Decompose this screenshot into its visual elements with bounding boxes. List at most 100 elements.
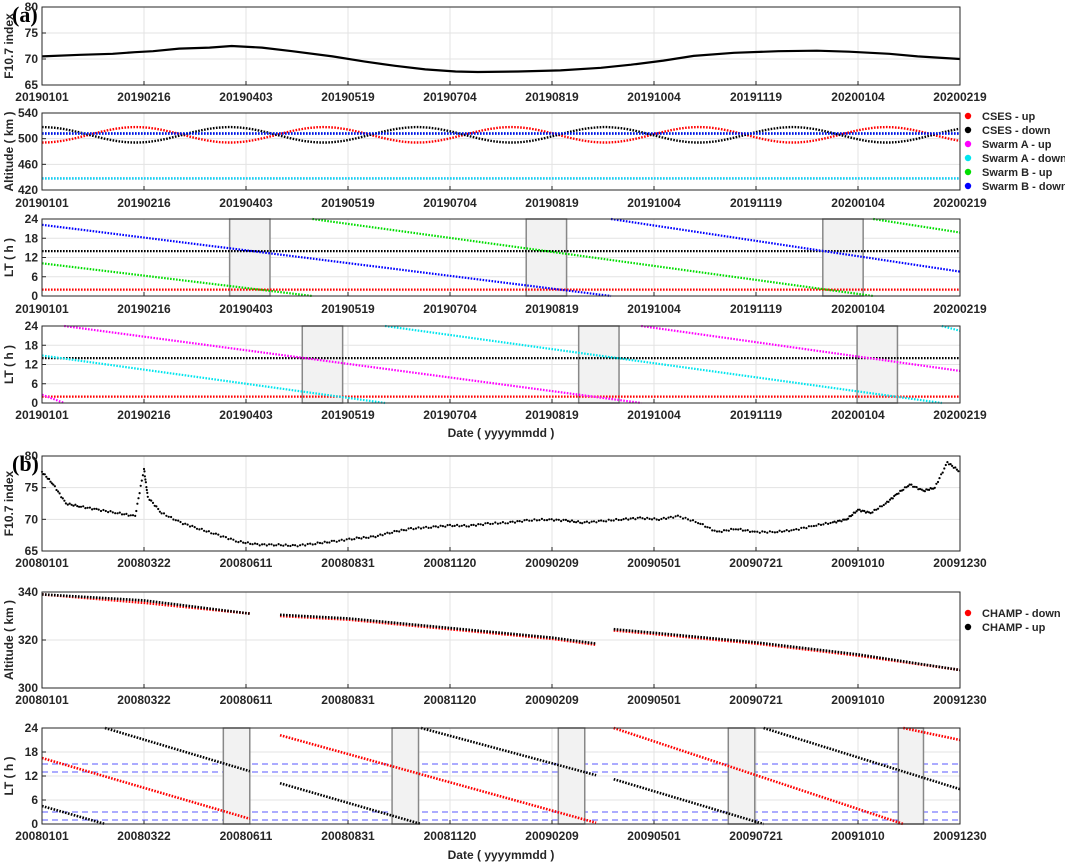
data-point: [612, 519, 615, 522]
x-tick-label: 20080322: [117, 693, 171, 707]
data-point: [95, 507, 98, 510]
data-point: [261, 543, 264, 546]
data-point: [343, 539, 346, 542]
x-tick-label: 20190216: [117, 196, 171, 210]
data-point: [145, 488, 148, 492]
data-point: [577, 520, 580, 523]
y-axis-label: Altitude ( km ): [2, 600, 16, 680]
data-point: [151, 501, 155, 504]
data-point: [145, 486, 148, 489]
data-point: [246, 541, 249, 544]
x-tick-label: 20190403: [219, 196, 273, 210]
data-point: [674, 515, 677, 518]
x-tick-label: 20200104: [831, 408, 885, 422]
data-point: [722, 529, 726, 532]
data-point: [810, 525, 813, 528]
highlight-box: [222, 727, 251, 825]
data-point: [665, 517, 668, 521]
data-point: [323, 540, 326, 543]
data-point: [348, 537, 351, 540]
y-axis-label: LT ( h ): [2, 345, 16, 384]
data-point: [840, 520, 843, 523]
x-tick-label: 20190403: [219, 302, 273, 316]
data-point: [68, 502, 71, 505]
data-point: [884, 502, 887, 505]
data-point: [419, 527, 423, 530]
data-point: [833, 520, 836, 523]
data-point: [249, 542, 252, 546]
series-drift: [610, 217, 961, 273]
highlight-box: [822, 218, 864, 297]
axis-frame: [41, 218, 961, 297]
series-segment: [41, 593, 250, 615]
data-point: [391, 531, 394, 534]
series-drift: [41, 804, 106, 826]
data-point: [758, 531, 761, 534]
data-point: [134, 514, 137, 518]
x-tick-label: 20080611: [220, 556, 273, 570]
data-point: [350, 538, 353, 541]
data-point: [355, 536, 358, 539]
data-point: [299, 544, 302, 547]
data-point: [540, 517, 544, 521]
highlight-box: [301, 325, 344, 404]
data-point: [489, 522, 492, 526]
highlight-box: [727, 727, 756, 825]
data-point: [737, 528, 740, 531]
x-tick-label: 20091010: [831, 693, 885, 707]
data-point: [910, 483, 913, 486]
data-point: [827, 522, 830, 526]
data-point: [788, 530, 791, 533]
series-drift: [312, 217, 874, 298]
data-point: [229, 537, 232, 540]
data-point: [822, 523, 825, 526]
data-point: [951, 464, 954, 467]
data-point: [506, 522, 509, 525]
data-point: [863, 509, 866, 513]
x-tick-label: 20080101: [15, 693, 69, 707]
data-point: [43, 473, 46, 476]
x-tick-label: 20190519: [321, 196, 375, 210]
series-drift: [384, 324, 942, 405]
highlight-box: [391, 727, 420, 825]
data-point: [684, 516, 687, 519]
x-tick-label: 20091230: [933, 556, 987, 570]
data-point: [585, 520, 589, 523]
data-point: [143, 470, 146, 473]
data-point: [856, 508, 860, 511]
series-drift: [41, 262, 313, 298]
x-tick-label: 20081120: [424, 556, 477, 570]
data-point: [200, 527, 203, 530]
x-tick-label: 20190519: [321, 408, 375, 422]
data-point: [160, 512, 163, 515]
data-point: [954, 466, 957, 469]
data-point: [847, 517, 850, 520]
y-tick-label: 65: [25, 544, 39, 558]
data-point: [486, 521, 489, 525]
panel-a-label: (a): [12, 2, 38, 27]
x-tick-label: 20091010: [831, 829, 885, 843]
data-point: [456, 523, 459, 527]
data-point: [739, 527, 742, 531]
data-point: [730, 527, 733, 531]
data-point: [309, 542, 312, 545]
x-tick-label: 20091010: [831, 556, 885, 570]
series-drift: [613, 777, 764, 826]
data-point: [783, 530, 786, 533]
data-point: [836, 519, 840, 523]
series-drift: [279, 781, 422, 826]
data-point: [838, 519, 841, 522]
plot-area: [42, 7, 960, 85]
data-point: [763, 530, 766, 534]
data-point: [441, 525, 444, 528]
data-point: [460, 524, 463, 527]
data-point: [509, 520, 512, 524]
series-sinusoid: [42, 125, 961, 144]
data-point: [144, 481, 147, 484]
y-tick-label: 460: [18, 157, 38, 171]
data-point: [345, 538, 348, 541]
data-point: [125, 512, 128, 516]
x-tick-label: 20200219: [933, 302, 987, 316]
chart-4: 20190101 20190216 20190403 20190519 20190704…: [2, 319, 987, 440]
x-axis-label: Date ( yyyymmdd ): [448, 848, 555, 862]
